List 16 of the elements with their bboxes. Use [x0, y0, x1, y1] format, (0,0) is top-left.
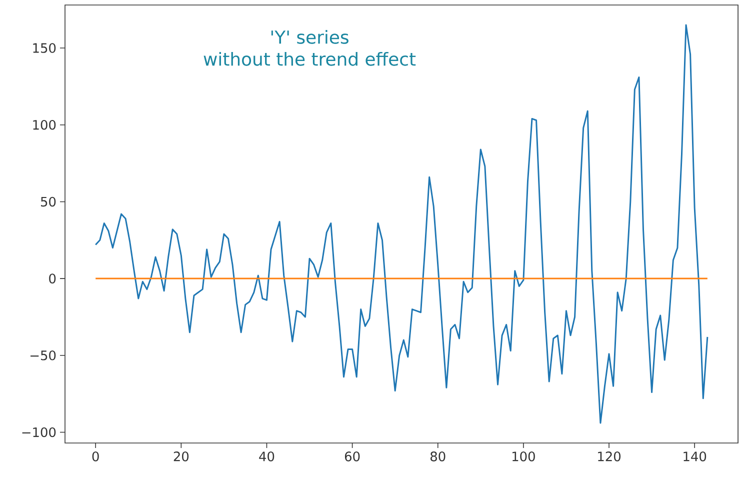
- x-tick-label: 120: [598, 452, 620, 462]
- text: 'Y' series: [271, 30, 348, 44]
- y-tick-label: 50: [41, 196, 56, 207]
- y-tick-label: 150: [33, 43, 56, 53]
- y-tick-label: 100: [33, 120, 56, 130]
- x-tick-label: 140: [684, 452, 706, 462]
- x-tick-label: 40: [259, 452, 274, 462]
- y-tick-label: −100: [22, 427, 56, 438]
- y-tick-label: 0: [49, 274, 56, 284]
- text: without the trend effect: [204, 52, 416, 66]
- x-tick-label: 0: [92, 452, 99, 462]
- x-tick-label: 60: [344, 452, 360, 462]
- y-tick-label: −50: [30, 350, 56, 360]
- x-tick-label: 100: [512, 452, 535, 462]
- x-tick-label: 80: [430, 452, 446, 462]
- x-tick-label: 20: [174, 452, 189, 462]
